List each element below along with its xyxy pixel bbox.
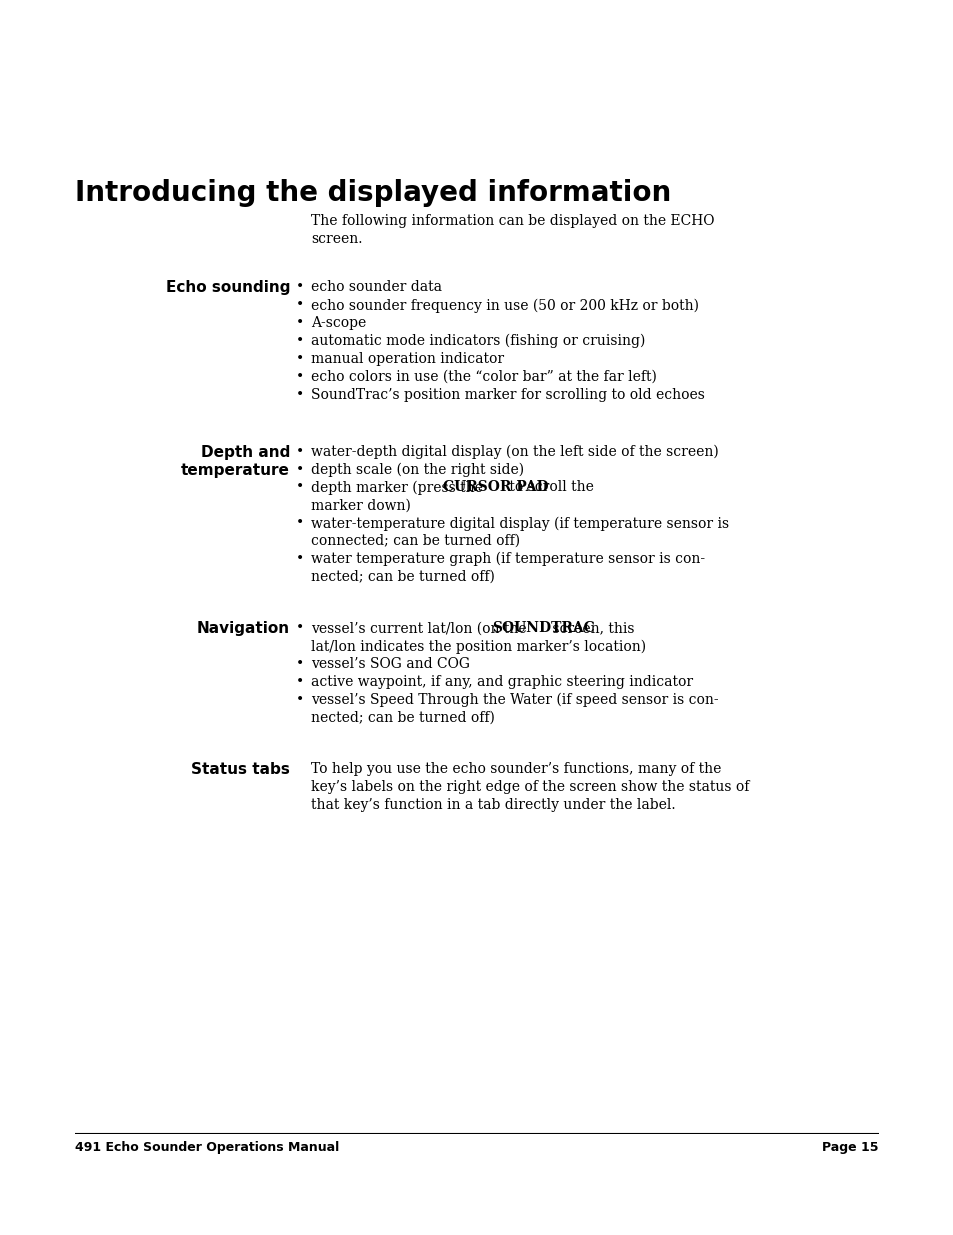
Text: •: • — [295, 693, 304, 706]
Text: 491 Echo Sounder Operations Manual: 491 Echo Sounder Operations Manual — [75, 1141, 339, 1155]
Text: A-scope: A-scope — [311, 316, 366, 330]
Text: water-depth digital display (on the left side of the screen): water-depth digital display (on the left… — [311, 445, 718, 459]
Text: to scroll the: to scroll the — [504, 480, 594, 494]
Text: Page 15: Page 15 — [821, 1141, 878, 1155]
Text: •: • — [295, 333, 304, 348]
Text: •: • — [295, 552, 304, 566]
Text: temperature: temperature — [181, 462, 290, 478]
Text: •: • — [295, 462, 304, 477]
Text: •: • — [295, 516, 304, 530]
Text: manual operation indicator: manual operation indicator — [311, 352, 503, 366]
Text: nected; can be turned off): nected; can be turned off) — [311, 569, 495, 584]
Text: CURSOR PAD: CURSOR PAD — [442, 480, 548, 494]
Text: •: • — [295, 445, 304, 458]
Text: depth scale (on the right side): depth scale (on the right side) — [311, 462, 523, 477]
Text: •: • — [295, 298, 304, 312]
Text: echo sounder data: echo sounder data — [311, 280, 441, 294]
Text: The following information can be displayed on the ECHO: The following information can be display… — [311, 214, 714, 227]
Text: •: • — [295, 280, 304, 294]
Text: •: • — [295, 657, 304, 671]
Text: vessel’s current lat/lon (on the: vessel’s current lat/lon (on the — [311, 621, 531, 635]
Text: marker down): marker down) — [311, 498, 411, 513]
Text: key’s labels on the right edge of the screen show the status of: key’s labels on the right edge of the sc… — [311, 781, 749, 794]
Text: SoundTrac’s position marker for scrolling to old echoes: SoundTrac’s position marker for scrollin… — [311, 388, 704, 401]
Text: depth marker (press the: depth marker (press the — [311, 480, 487, 495]
Text: screen, this: screen, this — [548, 621, 634, 635]
Text: •: • — [295, 480, 304, 494]
Text: SOUNDTRAC: SOUNDTRAC — [492, 621, 595, 635]
Text: •: • — [295, 369, 304, 384]
Text: water-temperature digital display (if temperature sensor is: water-temperature digital display (if te… — [311, 516, 728, 531]
Text: Introducing the displayed information: Introducing the displayed information — [75, 179, 671, 207]
Text: echo colors in use (the “color bar” at the far left): echo colors in use (the “color bar” at t… — [311, 369, 657, 384]
Text: Navigation: Navigation — [196, 621, 290, 636]
Text: •: • — [295, 621, 304, 635]
Text: To help you use the echo sounder’s functions, many of the: To help you use the echo sounder’s funct… — [311, 762, 720, 776]
Text: vessel’s SOG and COG: vessel’s SOG and COG — [311, 657, 470, 671]
Text: that key’s function in a tab directly under the label.: that key’s function in a tab directly un… — [311, 798, 675, 811]
Text: Status tabs: Status tabs — [191, 762, 290, 777]
Text: nected; can be turned off): nected; can be turned off) — [311, 711, 495, 725]
Text: lat/lon indicates the position marker’s location): lat/lon indicates the position marker’s … — [311, 640, 645, 653]
Text: screen.: screen. — [311, 232, 362, 246]
Text: Echo sounding: Echo sounding — [165, 280, 290, 295]
Text: vessel’s Speed Through the Water (if speed sensor is con-: vessel’s Speed Through the Water (if spe… — [311, 693, 718, 708]
Text: automatic mode indicators (fishing or cruising): automatic mode indicators (fishing or cr… — [311, 333, 644, 348]
Text: water temperature graph (if temperature sensor is con-: water temperature graph (if temperature … — [311, 552, 704, 567]
Text: connected; can be turned off): connected; can be turned off) — [311, 534, 519, 548]
Text: •: • — [295, 388, 304, 401]
Text: echo sounder frequency in use (50 or 200 kHz or both): echo sounder frequency in use (50 or 200… — [311, 298, 699, 312]
Text: •: • — [295, 674, 304, 689]
Text: •: • — [295, 352, 304, 366]
Text: Depth and: Depth and — [200, 445, 290, 459]
Text: •: • — [295, 316, 304, 330]
Text: active waypoint, if any, and graphic steering indicator: active waypoint, if any, and graphic ste… — [311, 674, 693, 689]
